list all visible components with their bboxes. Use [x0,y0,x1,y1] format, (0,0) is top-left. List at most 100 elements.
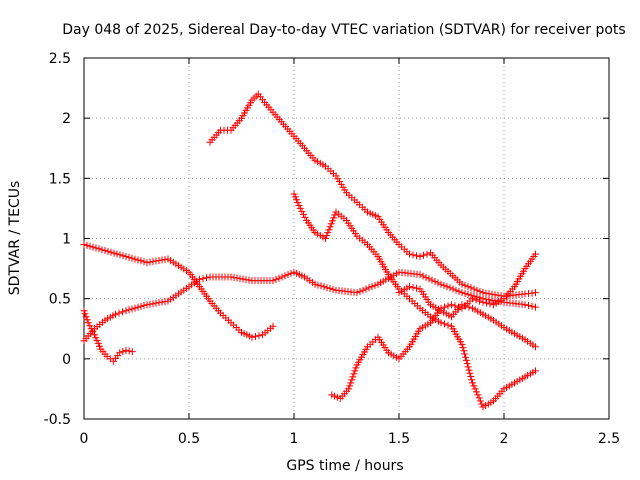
data-point [233,274,241,282]
data-point [406,250,413,258]
data-point [448,301,455,309]
x-axis-label: GPS time / hours [286,458,403,474]
data-point [322,235,329,242]
data-point [461,290,469,297]
data-point [362,285,370,293]
data-point [137,257,145,265]
data-point [128,254,136,262]
series-track-c [80,268,539,345]
data-point [532,343,539,351]
data-point [119,308,126,316]
data-point [528,302,536,310]
data-point [365,284,373,292]
grid-lines [84,58,609,419]
data-point [131,304,139,312]
data-point [458,289,466,297]
data-point [203,274,210,282]
data-point [269,322,277,330]
data-point [466,369,474,377]
data-point [278,273,286,281]
axis-ticks [83,57,610,420]
data-point [113,250,121,258]
data-point [353,289,361,297]
data-point [465,303,473,311]
data-point [291,193,299,201]
data-point [409,283,417,291]
data-point [521,301,529,309]
data-point [467,284,475,292]
data-point [80,241,88,248]
data-point [122,346,130,354]
y-tick-label: 0.5 [49,292,71,308]
data-point [101,247,109,254]
data-point [345,385,353,393]
data-point [437,319,445,327]
x-tick-label: 1 [290,431,299,447]
data-point [451,302,459,310]
x-tick-label: 0.5 [178,431,200,447]
data-point [441,320,448,328]
x-tick-label: 2.5 [598,431,620,447]
data-point [91,331,98,339]
data-point [140,258,148,266]
data-point [455,287,463,295]
data-point [275,274,283,282]
data-point [134,256,142,264]
data-point [461,281,469,289]
x-tick-label: 2 [500,431,509,447]
data-point [301,213,309,221]
data-point [128,305,136,313]
data-point [420,251,427,259]
data-point [281,272,289,280]
series-track-a [80,241,277,341]
data-point [86,322,94,330]
data-point [425,275,433,283]
data-point [125,306,133,314]
y-tick-label: 0 [62,352,71,368]
data-point [298,207,306,215]
data-point [479,298,487,306]
y-tick-label: 2 [62,111,71,127]
data-point [119,348,127,356]
data-point [83,241,91,249]
data-point [475,394,483,402]
data-point [89,243,97,251]
x-tick-label: 0 [80,431,89,447]
data-point [81,310,89,318]
data-point [116,349,124,357]
data-point [317,282,325,290]
data-point [479,289,487,297]
data-point [146,258,154,266]
data-point [272,275,280,283]
data-point [348,376,356,384]
data-point [440,281,448,289]
data-point [532,303,539,311]
y-tick-label: 2.5 [49,51,71,67]
data-point [295,202,303,209]
data-point [269,277,277,285]
y-tick-label: 1 [62,232,71,248]
data-point [330,214,338,222]
y-tick-label: 1.5 [49,171,71,187]
data-point [368,283,376,291]
data-point [125,347,133,355]
data-point [471,385,479,393]
data-point [443,283,451,291]
data-point [122,253,130,260]
data-point [444,302,452,310]
data-point [336,178,343,185]
data-point [294,199,302,207]
data-point [469,379,476,387]
data-point [476,287,484,295]
series-track-f [328,250,539,402]
data-point [350,370,358,378]
data-point [356,287,364,295]
data-point [476,397,484,405]
data-point [296,204,304,212]
data-point [428,276,436,284]
data-point [112,310,119,318]
series-track-d [206,90,539,300]
data-point [104,247,112,255]
data-point [441,303,448,311]
data-point [331,211,339,219]
